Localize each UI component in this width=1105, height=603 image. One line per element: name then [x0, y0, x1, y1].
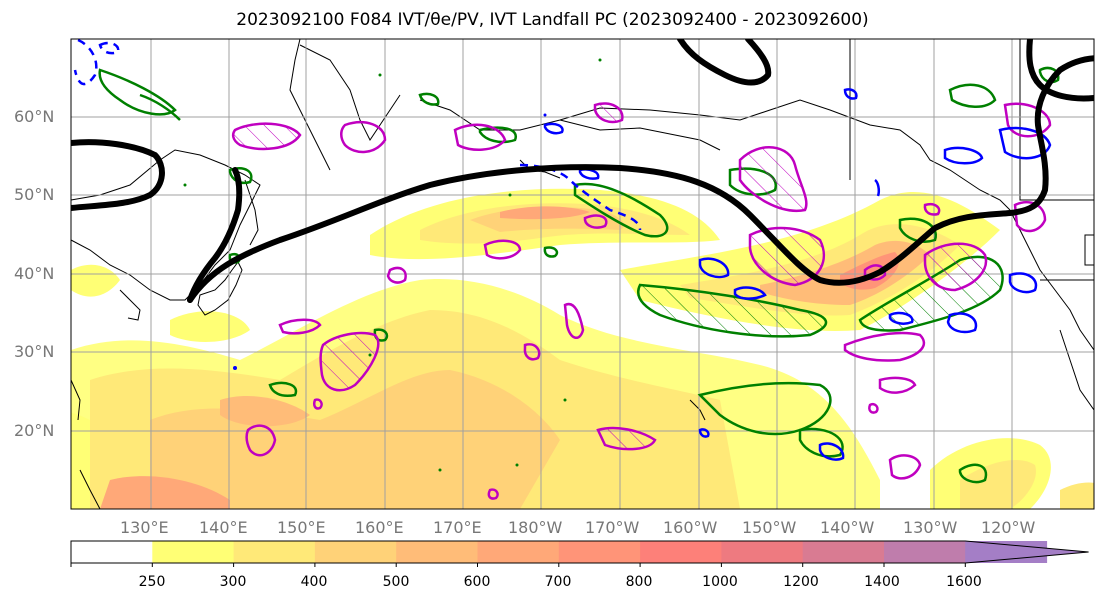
colorbar-segment: [71, 541, 153, 563]
colorbar-tick-250: 250: [138, 574, 166, 590]
colorbar-segment: [314, 541, 397, 563]
coastlines: [71, 39, 1094, 509]
lat-label-30n: 30°N: [14, 342, 55, 361]
colorbar-segment: [152, 541, 235, 563]
colorbar-segment: [233, 541, 316, 563]
colorbar-segment: [884, 541, 966, 563]
colorbar-extend-arrow: [965, 541, 1089, 563]
lon-label-150w: 150°W: [742, 518, 797, 537]
colorbar-tick-400: 400: [300, 574, 328, 590]
colorbar-segment: [396, 541, 478, 563]
pv-contours: [231, 102, 1052, 500]
lat-label-40n: 40°N: [14, 264, 55, 283]
colorbar-tick-1600: 1600: [946, 574, 982, 590]
lon-label-170w: 170°W: [585, 518, 640, 537]
colorbar-segment: [558, 541, 641, 563]
colorbar-tick-600: 600: [463, 574, 491, 590]
colorbar-tick-800: 800: [625, 574, 653, 590]
colorbar-tick-1000: 1000: [702, 574, 738, 590]
lon-label-130e: 130°E: [120, 518, 169, 537]
lon-label-180w: 180°W: [508, 518, 563, 537]
colorbar-segment: [640, 541, 722, 563]
lon-label-170e: 170°E: [433, 518, 482, 537]
colorbar-outline: [70, 540, 1089, 564]
lat-label-50n: 50°N: [14, 185, 55, 204]
ivt-pc-contour: [71, 39, 1094, 303]
graticule: [71, 39, 1094, 509]
colorbar-tick-1200: 1200: [783, 574, 819, 590]
lon-label-120w: 120°W: [981, 518, 1036, 537]
lat-label-60n: 60°N: [14, 107, 55, 126]
lon-label-140e: 140°E: [199, 518, 248, 537]
colorbar: [70, 540, 1089, 567]
contour-specks: [183, 58, 602, 472]
colorbar-tick-500: 500: [382, 574, 410, 590]
colorbar-segment: [477, 541, 560, 563]
map-title: 2023092100 F084 IVT/θe/PV, IVT Landfall …: [236, 10, 869, 30]
lon-label-140w: 140°W: [820, 518, 875, 537]
colorbar-tick-700: 700: [544, 574, 572, 590]
colorbar-tick-300: 300: [219, 574, 247, 590]
lon-label-130w: 130°W: [903, 518, 958, 537]
colorbar-tick-1400: 1400: [864, 574, 900, 590]
lon-label-150e: 150°E: [277, 518, 326, 537]
lat-label-20n: 20°N: [14, 421, 55, 440]
lon-label-160e: 160°E: [355, 518, 404, 537]
lon-label-160w: 160°W: [663, 518, 718, 537]
colorbar-segment: [802, 541, 885, 563]
colorbar-segment: [721, 541, 804, 563]
